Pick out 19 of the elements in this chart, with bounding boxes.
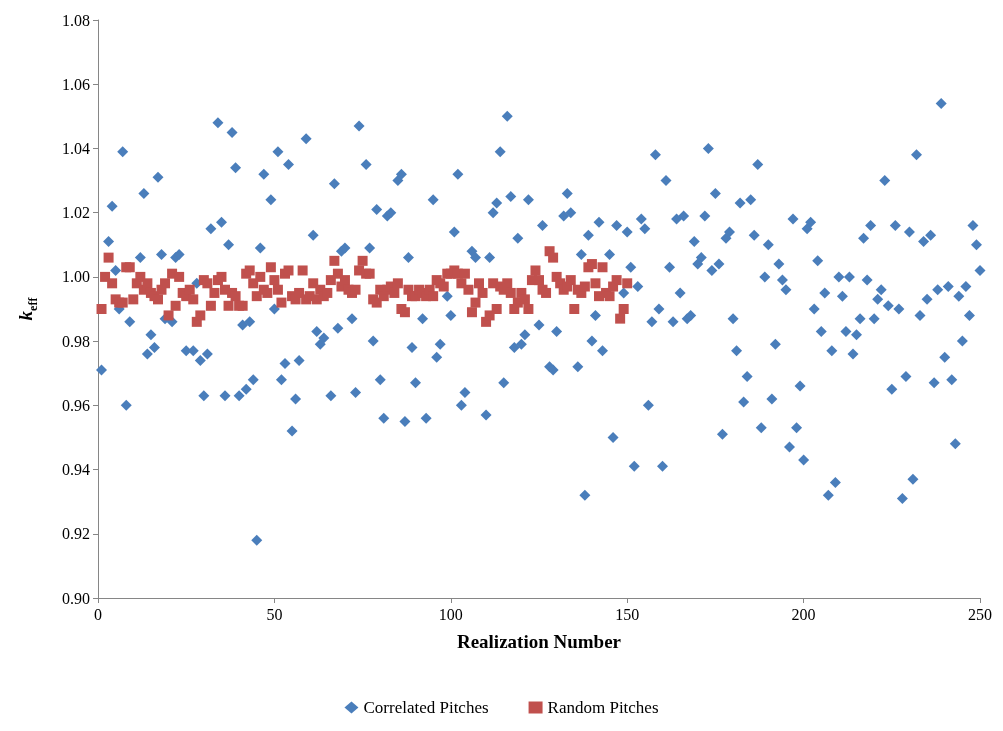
y-tick-label: 0.96 <box>62 396 90 414</box>
legend-label: Random Pitches <box>547 698 659 717</box>
x-tick-label: 0 <box>94 605 102 623</box>
y-tick-label: 0.94 <box>62 461 90 479</box>
x-tick-label: 100 <box>438 605 463 623</box>
y-tick-label: 0.98 <box>62 332 90 350</box>
x-tick-label: 150 <box>615 605 640 623</box>
x-tick-label: 200 <box>791 605 816 623</box>
y-tick-label: 0.92 <box>62 525 90 543</box>
y-tick-label: 0.90 <box>62 589 90 607</box>
y-tick-label: 1.04 <box>62 139 90 157</box>
y-tick-label: 1.08 <box>62 11 90 29</box>
y-tick-label: 1.00 <box>62 268 90 286</box>
x-tick-label: 50 <box>266 605 283 623</box>
y-tick-label: 1.02 <box>62 204 90 222</box>
y-tick-label: 1.06 <box>62 75 90 93</box>
legend-label: Correlated Pitches <box>363 698 489 717</box>
x-tick-label: 250 <box>968 605 992 623</box>
x-axis-title: Realization Number <box>456 631 622 652</box>
